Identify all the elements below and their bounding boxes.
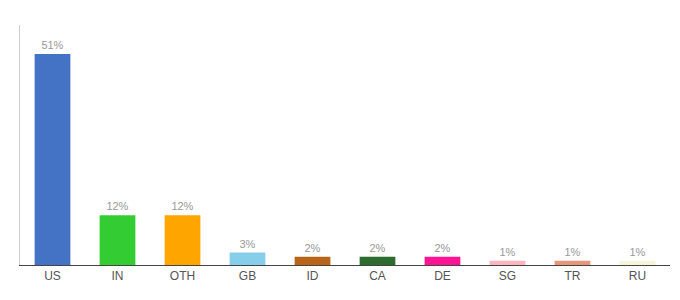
- svg-text:1%: 1%: [564, 246, 580, 258]
- svg-text:ID: ID: [307, 269, 319, 283]
- svg-text:51%: 51%: [41, 39, 63, 51]
- svg-text:OTH: OTH: [170, 269, 195, 283]
- svg-text:SG: SG: [499, 269, 516, 283]
- svg-text:2%: 2%: [434, 242, 450, 254]
- svg-text:2%: 2%: [369, 242, 385, 254]
- svg-text:DE: DE: [434, 269, 451, 283]
- svg-text:1%: 1%: [629, 246, 645, 258]
- svg-text:CA: CA: [369, 269, 386, 283]
- svg-text:IN: IN: [112, 269, 124, 283]
- svg-text:12%: 12%: [106, 200, 128, 212]
- svg-text:12%: 12%: [171, 200, 193, 212]
- svg-text:GB: GB: [239, 269, 256, 283]
- svg-text:TR: TR: [565, 269, 581, 283]
- svg-text:3%: 3%: [239, 238, 255, 250]
- svg-text:1%: 1%: [499, 246, 515, 258]
- svg-text:US: US: [44, 269, 61, 283]
- svg-text:RU: RU: [629, 269, 646, 283]
- svg-text:2%: 2%: [304, 242, 320, 254]
